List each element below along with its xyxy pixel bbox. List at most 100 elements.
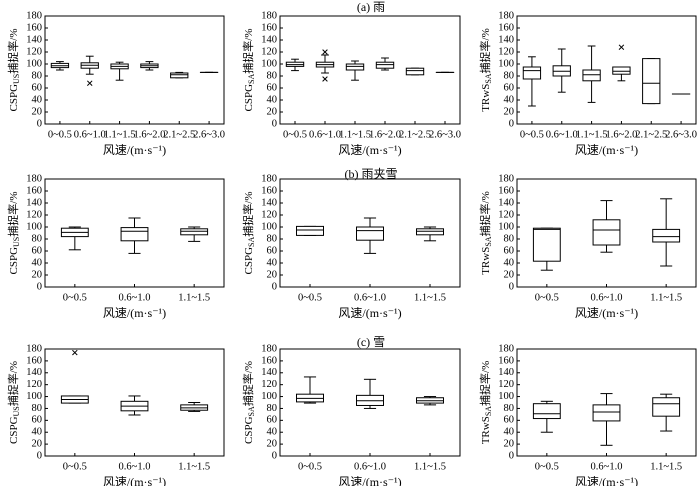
x-tick-label: 0~0.5 bbox=[535, 292, 559, 303]
y-tick-label: 160 bbox=[261, 22, 277, 33]
y-axis-title-sub: US bbox=[12, 237, 21, 247]
x-tick-label: 0.6~1.0 bbox=[119, 461, 151, 472]
x-tick-label: 0.6~1.0 bbox=[546, 129, 578, 140]
y-axis-title-main: CSPG bbox=[243, 247, 255, 275]
y-tick-label: 40 bbox=[32, 257, 43, 268]
iqr-box bbox=[375, 61, 395, 69]
y-tick-label: 0 bbox=[509, 281, 514, 292]
iqr-box bbox=[652, 228, 681, 243]
y-tick-label: 140 bbox=[261, 367, 277, 378]
y-tick-label: 80 bbox=[32, 233, 43, 244]
y-tick-label: 100 bbox=[26, 221, 42, 232]
y-tick-label: 0 bbox=[272, 118, 277, 129]
x-tick-label: 0~0.5 bbox=[298, 292, 322, 303]
x-tick-label: 1.6~2.0 bbox=[369, 129, 401, 140]
y-tick-label: 180 bbox=[261, 173, 277, 184]
y-tick-label: 60 bbox=[267, 245, 278, 256]
box-0.6~1.0 bbox=[80, 55, 99, 86]
y-axis-title: CSPGSA捕捉率/% bbox=[241, 192, 256, 275]
box-1.1~1.5 bbox=[582, 45, 601, 103]
x-tick-label: 1.1~1.5 bbox=[178, 292, 210, 303]
box-0.6~1.0 bbox=[356, 217, 384, 254]
box-1.1~1.5 bbox=[416, 226, 444, 242]
y-tick-label: 180 bbox=[261, 343, 277, 354]
box-0~0.5 bbox=[60, 349, 89, 404]
y-axis-title-suffix: 捕捉率/% bbox=[6, 192, 20, 237]
iqr-box bbox=[592, 404, 621, 422]
x-axis-title: 风速/(m·s⁻¹) bbox=[575, 306, 638, 320]
x-tick-label: 2.1~2.5 bbox=[163, 129, 195, 140]
y-tick-label: 40 bbox=[267, 94, 278, 105]
y-tick-label: 40 bbox=[504, 427, 515, 438]
box-1.6~2.0 bbox=[612, 44, 631, 82]
box-0.6~1.0 bbox=[592, 200, 621, 253]
y-tick-label: 100 bbox=[26, 391, 42, 402]
y-axis-title-suffix: 捕捉率/% bbox=[6, 29, 20, 74]
y-tick-label: 160 bbox=[261, 355, 277, 366]
y-axis-title-sub: SA bbox=[484, 236, 493, 246]
y-axis-title-sub: SA bbox=[247, 406, 256, 416]
box-0~0.5 bbox=[296, 225, 324, 236]
y-tick-label: 100 bbox=[498, 391, 514, 402]
row-title-0: (a) 雨 bbox=[357, 0, 385, 14]
x-axis-title: 风速/(m·s⁻¹) bbox=[103, 475, 166, 486]
box-0.6~1.0 bbox=[552, 48, 571, 93]
box-0~0.5 bbox=[522, 56, 542, 107]
x-tick-label: 0.6~1.0 bbox=[591, 461, 623, 472]
y-tick-label: 180 bbox=[261, 10, 277, 21]
y-tick-label: 180 bbox=[26, 173, 42, 184]
y-axis-title-suffix: 捕捉率/% bbox=[478, 361, 492, 406]
y-axis-title-sub: SA bbox=[484, 73, 493, 83]
y-tick-label: 60 bbox=[32, 245, 43, 256]
y-tick-label: 140 bbox=[26, 367, 42, 378]
box-1.6~2.0 bbox=[375, 57, 395, 71]
y-axis-title: CSPGUS捕捉率/% bbox=[6, 361, 21, 444]
y-tick-label: 180 bbox=[26, 10, 42, 21]
outlier-marker bbox=[86, 80, 93, 86]
y-tick-label: 20 bbox=[267, 106, 278, 117]
box-0.6~1.0 bbox=[315, 49, 335, 82]
iqr-box bbox=[296, 225, 324, 236]
y-tick-label: 40 bbox=[504, 94, 515, 105]
y-tick-label: 100 bbox=[261, 58, 277, 69]
x-tick-label: 0~0.5 bbox=[520, 129, 544, 140]
y-tick-label: 60 bbox=[267, 415, 278, 426]
iqr-box bbox=[532, 403, 561, 420]
y-axis-title-main: CSPG bbox=[8, 247, 20, 275]
y-tick-label: 140 bbox=[26, 34, 42, 45]
y-tick-label: 0 bbox=[509, 450, 514, 461]
y-tick-label: 60 bbox=[267, 82, 278, 93]
y-tick-label: 120 bbox=[261, 46, 277, 57]
y-tick-label: 120 bbox=[26, 379, 42, 390]
y-tick-label: 140 bbox=[261, 197, 277, 208]
row-title-1: (b) 雨夹雪 bbox=[345, 167, 398, 181]
y-tick-label: 160 bbox=[498, 185, 514, 196]
x-tick-label: 1.6~2.0 bbox=[605, 129, 637, 140]
y-tick-label: 20 bbox=[267, 439, 278, 450]
y-tick-label: 60 bbox=[32, 415, 43, 426]
y-tick-label: 140 bbox=[261, 34, 277, 45]
y-tick-label: 20 bbox=[32, 106, 43, 117]
y-axis-title-main: TRwS bbox=[480, 247, 492, 275]
y-tick-label: 60 bbox=[504, 415, 515, 426]
outlier-marker bbox=[322, 76, 328, 82]
x-axis-title: 风速/(m·s⁻¹) bbox=[103, 143, 166, 157]
y-tick-label: 120 bbox=[26, 209, 42, 220]
y-tick-label: 80 bbox=[32, 403, 43, 414]
x-tick-label: 0~0.5 bbox=[63, 461, 87, 472]
x-tick-label: 0.6~1.0 bbox=[354, 292, 386, 303]
box-2.1~2.5 bbox=[642, 58, 661, 105]
box-1.1~1.5 bbox=[345, 60, 365, 81]
y-axis-title-sub: SA bbox=[247, 237, 256, 247]
outlier-marker bbox=[618, 44, 625, 50]
x-tick-label: 0~0.5 bbox=[63, 292, 87, 303]
y-axis-title-main: CSPG bbox=[8, 416, 20, 444]
y-axis-title-sub: SA bbox=[247, 74, 256, 84]
iqr-box bbox=[405, 67, 425, 76]
x-axis-title: 风速/(m·s⁻¹) bbox=[338, 306, 401, 320]
